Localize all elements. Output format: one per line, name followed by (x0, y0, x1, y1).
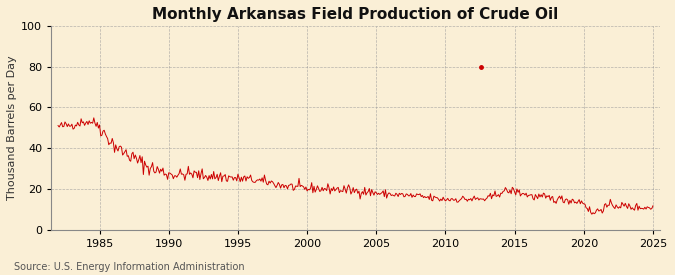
Text: Source: U.S. Energy Information Administration: Source: U.S. Energy Information Administ… (14, 262, 244, 272)
Title: Monthly Arkansas Field Production of Crude Oil: Monthly Arkansas Field Production of Cru… (153, 7, 559, 22)
Y-axis label: Thousand Barrels per Day: Thousand Barrels per Day (7, 56, 17, 200)
